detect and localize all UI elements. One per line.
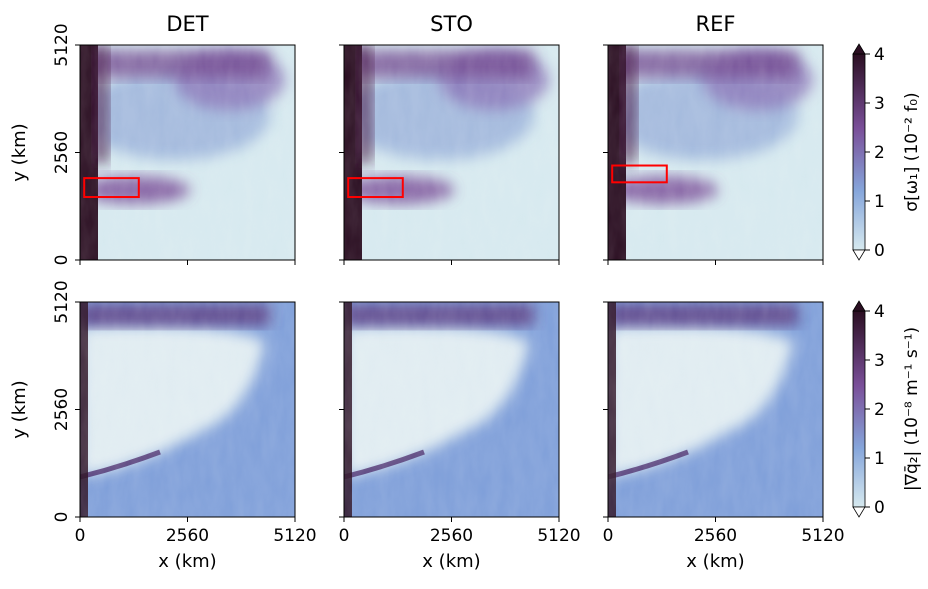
panel-bottom-0: 00 2560 2560 5120 5120 y (km) x (km) — [9, 280, 317, 572]
y-tick-label: 2560 — [52, 131, 72, 174]
colorbar-vorticity: 0 1 2 3 4 σ[ω₁] (10⁻² f₀) — [852, 43, 922, 261]
x-tick-label: 0 — [339, 526, 350, 546]
heatmap-field — [80, 302, 295, 517]
panel-title: REF — [696, 12, 736, 36]
x-tick-label: 0 — [603, 526, 614, 546]
y-tick-label: 5120 — [52, 280, 72, 323]
x-tick-label: 2560 — [166, 526, 209, 546]
y-axis-label: y (km) — [9, 123, 30, 181]
colorbar-tick-label: 2 — [874, 400, 885, 420]
heatmap-field — [80, 45, 295, 260]
colorbar-extend-top — [852, 43, 866, 55]
y-tick-label: 0 — [52, 255, 72, 266]
colorbar-tick-label: 0 — [874, 498, 885, 518]
panel-bottom-2: 0 2560 5120 x (km) — [603, 301, 845, 572]
field-texture — [80, 302, 295, 517]
y-tick-label: 0 — [52, 512, 72, 523]
field-texture — [608, 45, 823, 260]
colorbar-tick-label: 0 — [874, 241, 885, 261]
heatmap-field — [608, 302, 823, 517]
x-tick-label: 5120 — [801, 526, 844, 546]
panel-sto: STO — [339, 12, 560, 265]
heatmap-field — [344, 302, 559, 517]
colorbar-tick-label: 3 — [874, 94, 885, 114]
panel-title: STO — [430, 12, 473, 36]
panel-title: DET — [166, 12, 208, 36]
colorbar-tick-label: 4 — [874, 302, 885, 322]
y-tick-label: 5120 — [52, 23, 72, 66]
field-texture — [80, 45, 295, 260]
x-axis-label: x (km) — [686, 551, 744, 572]
heatmap-field — [608, 45, 823, 260]
highlight-box — [83, 177, 140, 199]
colorbar-tick-label: 1 — [874, 449, 885, 469]
colorbar-body — [852, 310, 866, 508]
panel-bottom-1: 0 2560 5120 x (km) — [339, 301, 581, 572]
colorbar-tick-label: 4 — [874, 45, 885, 65]
x-tick-label: 5120 — [537, 526, 580, 546]
panel-ref: REF — [603, 12, 824, 265]
colorbar-pv-gradient: 0 1 2 3 4 |∇q̄₂| (10⁻⁸ m⁻¹ s⁻¹) — [852, 300, 922, 518]
y-tick-label: 2560 — [52, 388, 72, 431]
colorbar-label: |∇q̄₂| (10⁻⁸ m⁻¹ s⁻¹) — [902, 327, 922, 491]
field-texture — [344, 302, 559, 517]
field-texture — [608, 302, 823, 517]
y-axis-label: y (km) — [9, 380, 30, 438]
colorbar-label: σ[ω₁] (10⁻² f₀) — [902, 92, 922, 211]
colorbar-tick-label: 3 — [874, 351, 885, 371]
highlight-box — [611, 164, 668, 184]
colorbar-extend-bottom — [852, 506, 866, 518]
x-tick-label: 2560 — [430, 526, 473, 546]
colorbar-extend-top — [852, 300, 866, 312]
colorbar-extend-bottom — [852, 249, 866, 261]
x-axis-label: x (km) — [158, 551, 216, 572]
heatmap-field — [344, 45, 559, 260]
x-tick-label: 0 — [75, 526, 86, 546]
colorbar-tick-label: 2 — [874, 143, 885, 163]
highlight-box — [347, 177, 404, 199]
field-texture — [344, 45, 559, 260]
x-tick-label: 2560 — [694, 526, 737, 546]
x-axis-label: x (km) — [422, 551, 480, 572]
x-tick-label: 5120 — [273, 526, 316, 546]
colorbar-body — [852, 53, 866, 251]
panel-det: 0 2560 5120 DET y (km) — [9, 12, 296, 266]
colorbar-tick-label: 1 — [874, 192, 885, 212]
